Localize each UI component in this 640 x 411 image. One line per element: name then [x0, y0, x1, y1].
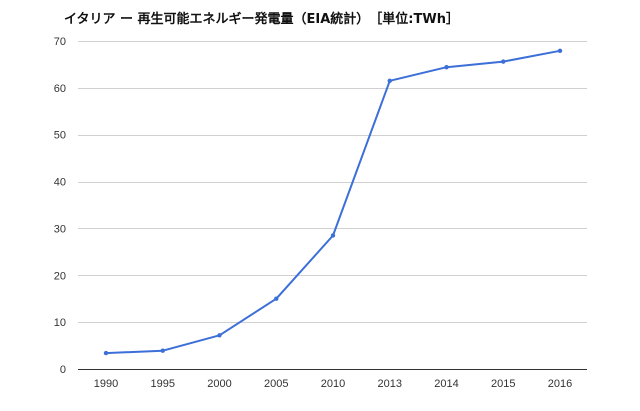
x-tick-label: 2000: [207, 378, 231, 390]
data-point: [103, 350, 109, 356]
y-tick-label: 70: [54, 36, 66, 48]
x-tick-label: 2014: [434, 378, 458, 390]
x-tick-labels: 1990 1995 2000 2005 2010 2013 2014 2015 2016: [94, 378, 572, 390]
x-tick-label: 2015: [491, 378, 515, 390]
y-tick-label: 50: [54, 130, 66, 142]
data-point: [217, 333, 222, 338]
chart-title: イタリア ー 再生可能エネルギー発電量（EIA統計） ［単位:TWh］: [64, 11, 459, 27]
series-line: [105, 49, 561, 355]
x-tick-label: 2013: [378, 378, 402, 390]
y-tick-label: 20: [54, 270, 66, 282]
data-point: [444, 65, 449, 70]
data-point: [160, 348, 165, 353]
x-tick-label: 1995: [151, 378, 175, 390]
x-tick-label: 1990: [94, 378, 118, 390]
x-tick-label: 2005: [264, 378, 288, 390]
data-point: [387, 78, 392, 84]
y-tick-label: 0: [60, 364, 66, 376]
data-point: [501, 59, 506, 64]
series-layer: [103, 48, 563, 356]
x-tick-label: 2016: [548, 378, 572, 390]
y-tick-label: 10: [54, 317, 66, 329]
y-tick-label: 40: [54, 177, 66, 189]
data-point: [274, 296, 279, 301]
data-point: [557, 48, 563, 54]
gridlines: [78, 41, 587, 323]
y-tick-label: 30: [54, 223, 66, 235]
y-tick-label: 60: [54, 83, 66, 95]
data-point: [330, 233, 336, 238]
x-tick-label: 2010: [321, 378, 345, 390]
y-tick-labels: 0 10 20 30 40 50 60 70: [54, 36, 66, 376]
